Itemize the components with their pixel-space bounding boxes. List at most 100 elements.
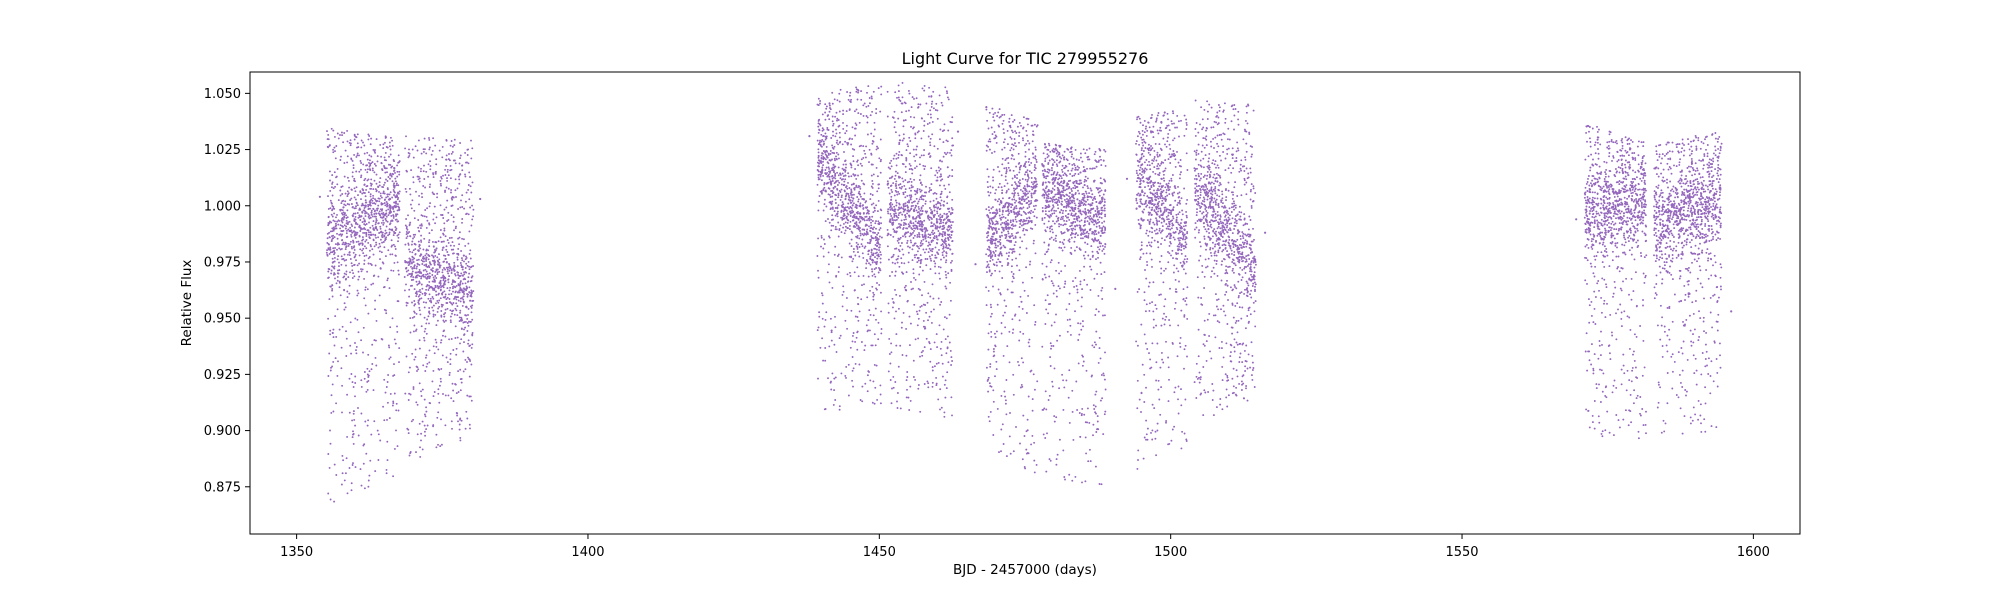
data-point [943,232,946,235]
data-point [428,280,431,283]
data-point [846,221,849,224]
data-point [894,270,897,273]
data-point [948,210,951,213]
data-point [1018,185,1021,187]
data-point [386,204,389,207]
data-point [342,218,345,221]
data-point [822,140,825,143]
data-point [895,201,898,204]
data-point [385,225,388,228]
data-point [327,224,330,227]
data-point [927,214,930,217]
data-point [825,105,828,108]
data-point [947,226,950,228]
data-point [373,420,376,423]
data-point [946,202,949,205]
data-point [468,230,471,233]
data-point [942,219,945,221]
data-point [1021,137,1024,140]
data-point [397,191,400,194]
data-point [350,223,353,226]
data-point [893,317,896,320]
data-point [453,229,455,232]
data-point [381,208,384,211]
data-point [857,319,860,322]
data-point [995,188,997,191]
data-point [831,167,833,170]
data-point [333,253,335,256]
data-point [1012,328,1015,331]
data-point [870,221,872,224]
data-point [357,240,360,243]
data-point [438,384,441,387]
data-point [332,237,335,240]
data-point [432,424,435,427]
data-point [428,138,431,141]
data-point [986,119,989,122]
data-point [889,379,892,381]
data-point [950,206,953,209]
data-point [826,115,829,117]
data-point [1018,339,1021,342]
data-point [394,205,397,208]
data-point [398,206,401,209]
data-point [846,218,849,221]
data-point [824,103,827,106]
data-point [910,288,913,291]
data-point [867,319,870,322]
data-point [905,110,908,113]
data-point [1024,198,1026,201]
data-point [326,241,329,244]
data-point [414,356,417,358]
data-point [423,398,426,401]
data-point [890,402,893,405]
data-point [443,208,446,211]
data-point [849,162,852,165]
data-point [990,242,993,245]
data-point [456,265,459,268]
data-point [1015,426,1017,428]
data-point [435,241,437,244]
data-point [376,160,379,163]
data-point [825,205,828,208]
data-point [357,407,359,409]
data-point [855,184,858,187]
data-point [341,225,344,228]
data-point [816,329,819,332]
data-point [920,228,923,231]
data-point [379,177,382,180]
data-point [1034,146,1037,149]
data-point [372,194,375,197]
data-point [923,89,926,92]
data-point [832,124,834,127]
data-point [457,252,460,255]
data-point [999,243,1002,246]
data-point [817,200,820,203]
data-point [996,221,999,223]
data-point [1014,182,1017,185]
data-point [886,115,889,118]
data-point [949,236,952,239]
data-point [947,176,950,179]
data-point [1012,169,1015,172]
data-point [856,246,859,249]
data-point [388,287,391,290]
data-point [425,215,428,218]
data-point [1021,281,1024,284]
data-point [453,264,456,267]
data-point [397,240,399,243]
data-point [890,159,893,162]
data-point [842,113,845,116]
data-point [386,418,388,421]
sector-points-2 [403,135,475,458]
data-point [858,363,861,366]
data-point [1033,304,1036,307]
data-point [1005,252,1008,255]
data-point [927,236,930,239]
data-point [949,221,952,223]
data-point [909,239,912,242]
data-point [463,207,466,210]
data-point [873,207,876,210]
data-point [892,301,895,304]
data-point [391,172,394,175]
